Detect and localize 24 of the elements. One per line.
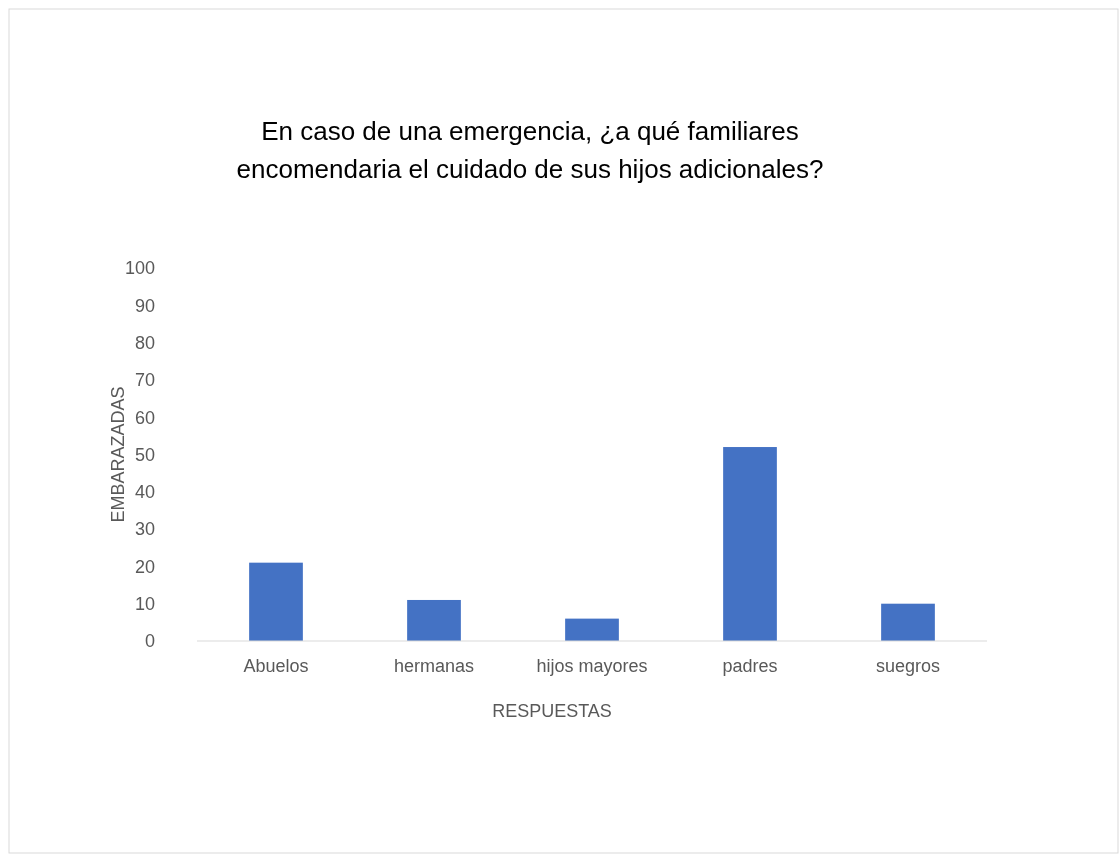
bar	[249, 562, 303, 641]
x-tick-label: hijos mayores	[536, 656, 648, 676]
bar	[407, 599, 461, 641]
x-tick-label: padres	[722, 656, 778, 676]
bar	[723, 447, 777, 641]
y-tick-label: 70	[134, 370, 155, 391]
x-axis-title: RESPUESTAS	[492, 701, 612, 721]
bar	[565, 618, 619, 641]
y-tick-label: 10	[134, 594, 155, 614]
y-tick-label: 60	[134, 407, 155, 428]
y-tick-label: 50	[134, 444, 155, 465]
x-tick-label: suegros	[875, 656, 941, 676]
y-axis-title: EMBARAZADAS	[108, 386, 128, 523]
y-tick-label: 90	[134, 295, 155, 316]
x-tick-label: Abuelos	[243, 656, 309, 676]
y-tick-label: 20	[134, 556, 155, 577]
chart-title: En caso de una emergencia, ¿a qué familiares encomendaria el cuidado de sus hijos adicionales?	[236, 116, 824, 184]
y-tick-label: 0	[144, 631, 155, 652]
bar	[881, 603, 935, 641]
y-tick-label: 30	[134, 519, 155, 540]
y-tick-label: 100	[124, 258, 155, 279]
x-tick-label: hermanas	[393, 656, 475, 676]
y-tick-label: 80	[134, 332, 155, 353]
y-tick-label: 40	[134, 482, 155, 503]
